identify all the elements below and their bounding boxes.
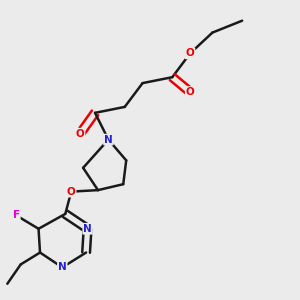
Text: N: N (83, 224, 92, 234)
Text: N: N (104, 135, 113, 145)
Text: O: O (67, 187, 76, 196)
Text: O: O (186, 87, 194, 97)
Text: F: F (13, 210, 20, 220)
Text: O: O (186, 48, 194, 59)
Text: N: N (58, 262, 67, 272)
Text: O: O (76, 129, 85, 139)
